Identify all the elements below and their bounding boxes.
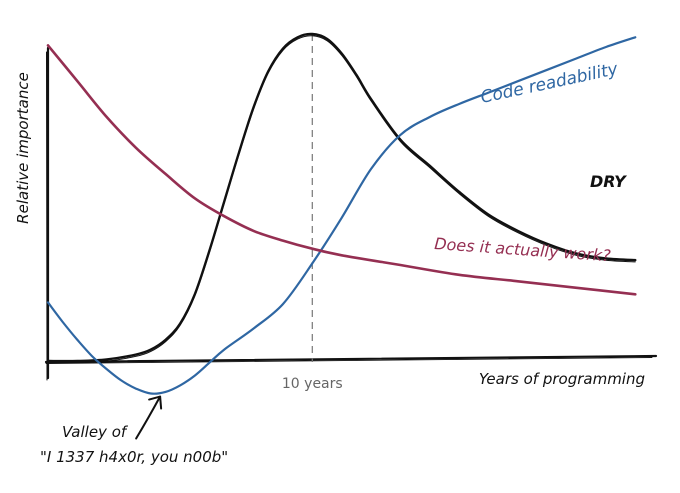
y-axis-label: Relative importance [14,72,32,224]
series-label-does-it-actually-work: Does it actually work? [434,234,612,265]
series-label-code-readability: Code readability [479,59,621,108]
y-axis-sketch [46,51,48,381]
valley-annotation-line2: "I 1337 h4x0r, you n00b" [40,448,228,466]
x-axis-label: Years of programming [479,370,645,388]
series-line-code-readability [46,36,637,395]
series-line-dry [46,32,637,363]
valley-annotation-line1: Valley of [62,423,129,441]
ten-years-label: 10 years [282,376,343,392]
x-axis [44,354,658,364]
series-label-dry: DRY [590,172,627,191]
valley-arrow [135,395,163,440]
series-line-does-it-actually-work [46,44,637,296]
series-line-dry-sketch [47,35,636,364]
x-axis-sketch [45,357,653,364]
